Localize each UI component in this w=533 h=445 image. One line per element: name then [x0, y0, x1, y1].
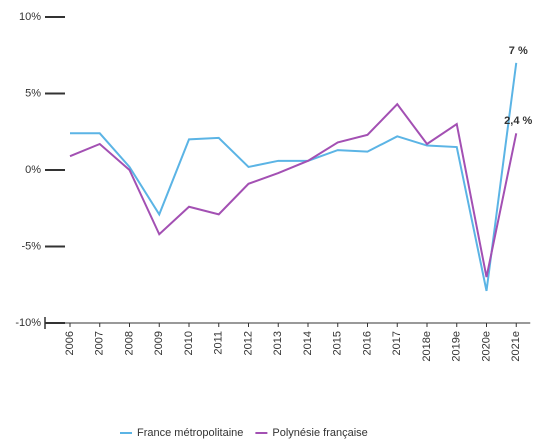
series-line [69, 102, 518, 278]
y-tick-label: 5% [25, 87, 41, 99]
x-tick-label: 2020e [480, 331, 492, 362]
y-tick-label: 0% [25, 164, 41, 176]
x-tick-label: 2021e [510, 331, 522, 362]
x-tick-label: 2008 [123, 331, 135, 355]
x-tick-label: 2013 [272, 331, 284, 355]
y-tick-label: -5% [21, 240, 41, 252]
x-tick-label: 2016 [361, 331, 373, 355]
x-tick-label: 2007 [94, 331, 106, 355]
data-label: 7 % [509, 45, 528, 57]
legend-label: France métropolitaine [137, 427, 243, 439]
data-label: 2,4 % [504, 115, 532, 127]
x-tick-label: 2015 [332, 331, 344, 355]
series-line [70, 62, 518, 292]
y-tick-label: 10% [19, 11, 41, 23]
x-tick-label: 2019e [451, 331, 463, 362]
y-tick-label: -10% [15, 317, 41, 329]
x-tick-label: 2018e [421, 331, 433, 362]
x-tick-label: 2010 [183, 331, 195, 355]
x-tick-label: 2012 [242, 331, 254, 355]
x-tick-label: 2009 [153, 331, 165, 355]
x-tick-label: 2006 [64, 331, 76, 355]
x-tick-label: 2017 [391, 331, 403, 355]
x-tick-label: 2014 [302, 331, 314, 355]
legend-label: Polynésie française [272, 427, 367, 439]
x-tick-label: 2011 [213, 331, 225, 355]
